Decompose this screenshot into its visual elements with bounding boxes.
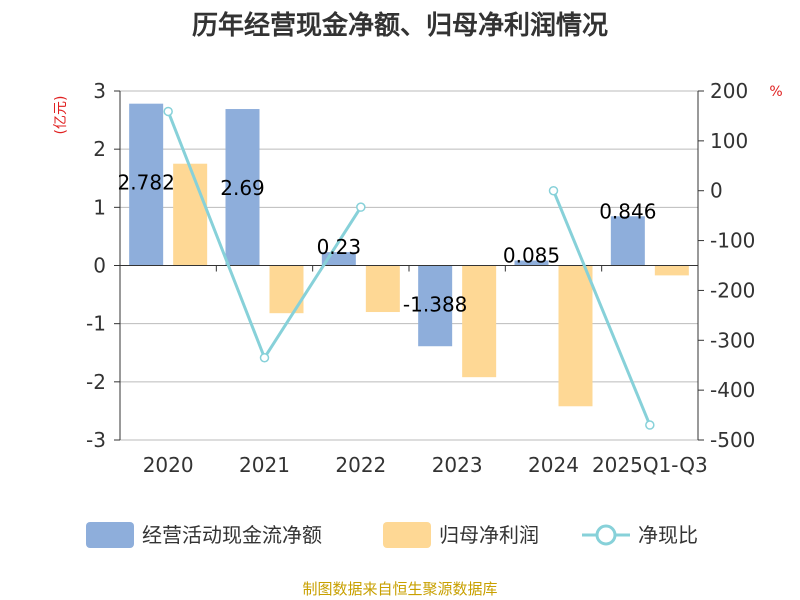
right-axis-unit: % — [769, 84, 782, 100]
net-profit-bar — [654, 265, 689, 276]
legend-net-cash-ratio-marker — [595, 524, 617, 546]
legend-cashflow-swatch — [86, 522, 134, 548]
category-label: 2022 — [335, 453, 386, 477]
chart-title: 历年经营现金净额、归母净利润情况 — [192, 10, 608, 41]
net-cash-ratio-point — [356, 202, 366, 212]
cashflow-bar — [514, 260, 549, 266]
category-label: 2025Q1-Q3 — [592, 453, 708, 477]
legend-cashflow-label[interactable]: 经营活动现金流净额 — [142, 523, 322, 547]
cashflow-data-label: 2.69 — [220, 176, 265, 200]
cashflow-bar — [610, 216, 645, 266]
legend-net-profit-swatch — [383, 522, 431, 548]
cashflow-data-label: 0.23 — [317, 235, 362, 259]
cashflow-bar — [225, 109, 260, 266]
net-cash-ratio-point — [163, 106, 173, 117]
legend-net-cash-ratio-label[interactable]: 净现比 — [638, 523, 698, 547]
net-profit-bar — [173, 163, 208, 266]
left-tick-label: 0 — [93, 254, 106, 278]
left-tick-label: 3 — [93, 79, 106, 103]
right-tick-label: -400 — [710, 378, 755, 402]
category-label: 2023 — [432, 453, 483, 477]
net-profit-bar — [365, 265, 400, 313]
left-tick-label: 2 — [93, 137, 106, 161]
right-tick-label: 200 — [710, 79, 748, 103]
left-tick-label: -3 — [86, 428, 106, 452]
right-tick-label: -100 — [710, 229, 755, 253]
right-tick-label: -200 — [710, 278, 755, 302]
right-tick-label: 0 — [710, 179, 723, 203]
net-profit-bar — [558, 265, 593, 407]
cashflow-data-label: 2.782 — [118, 171, 175, 195]
net-cash-ratio-line — [552, 190, 652, 426]
left-axis-unit: (亿元) — [53, 96, 69, 135]
right-tick-label: -300 — [710, 328, 755, 352]
legend-net-profit-label[interactable]: 归母净利润 — [439, 523, 539, 547]
left-tick-label: 1 — [93, 195, 106, 219]
net-profit-bar — [462, 265, 497, 378]
net-cash-ratio-point — [259, 352, 270, 363]
category-label: 2021 — [239, 453, 290, 477]
left-tick-label: -2 — [86, 370, 106, 394]
net-cash-ratio-point — [548, 185, 559, 196]
cashflow-data-label: -1.388 — [403, 293, 467, 317]
right-tick-label: 100 — [710, 129, 748, 153]
category-label: 2024 — [528, 453, 579, 477]
source-note: 制图数据来自恒生聚源数据库 — [302, 580, 497, 598]
category-label: 2020 — [143, 453, 194, 477]
right-tick-label: -500 — [710, 428, 755, 452]
net-cash-ratio-point — [645, 420, 655, 430]
cashflow-bar — [418, 265, 453, 347]
cashflow-data-label: 0.085 — [503, 244, 560, 268]
left-tick-label: -1 — [86, 312, 106, 336]
cashflow-bar — [129, 103, 164, 266]
cashflow-data-label: 0.846 — [599, 199, 656, 223]
